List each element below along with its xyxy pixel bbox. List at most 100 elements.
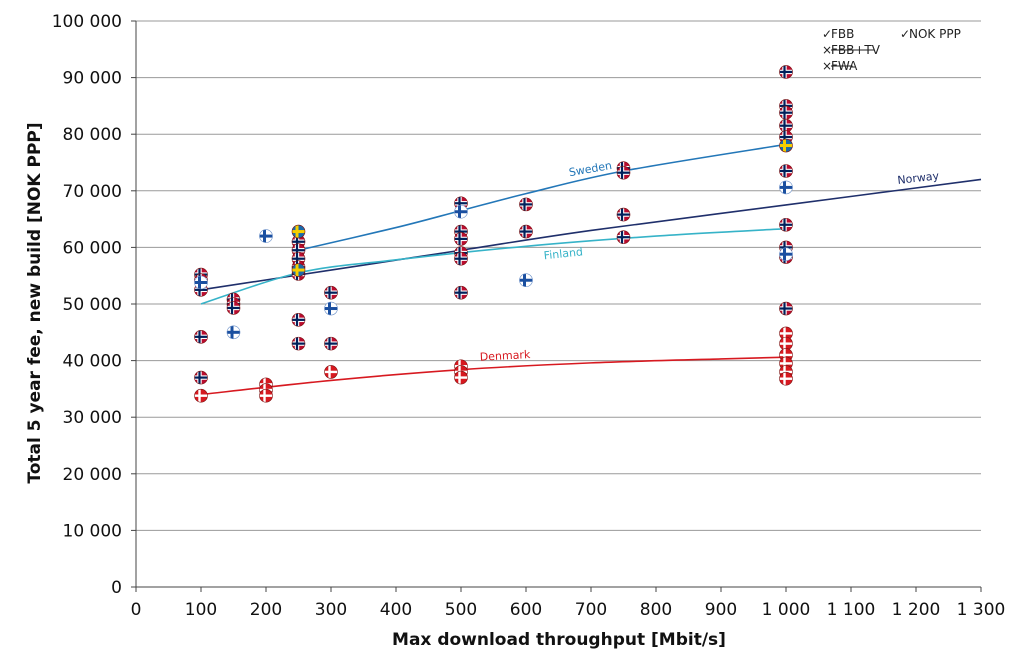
data-point	[779, 371, 793, 386]
denmark-flag-icon	[779, 371, 793, 386]
finland-flag-icon	[324, 301, 338, 316]
series-sweden	[291, 138, 793, 277]
data-point	[291, 313, 306, 327]
trend-label-sweden: Sweden	[568, 159, 613, 179]
data-point	[519, 224, 533, 239]
x-tick-label: 100	[185, 600, 217, 620]
x-tick-label: 1 200	[892, 600, 941, 620]
legend-item: ✓FBB	[822, 27, 854, 41]
x-tick-label: 400	[380, 600, 412, 620]
norway-flag-icon	[194, 330, 208, 344]
data-point	[454, 232, 468, 246]
x-tick-label: 300	[315, 600, 347, 620]
data-point	[454, 285, 468, 300]
data-point	[779, 65, 793, 79]
data-point	[779, 247, 793, 261]
norway-flag-icon	[779, 217, 793, 232]
y-tick-label: 60 000	[63, 238, 122, 258]
denmark-flag-icon	[454, 370, 468, 385]
data-point	[194, 330, 208, 344]
data-point	[779, 180, 793, 195]
x-tick-label: 1 100	[827, 600, 876, 620]
trend-line-finland	[200, 227, 787, 305]
norway-flag-icon	[454, 232, 468, 246]
legend-item: ×FWA	[822, 59, 858, 73]
y-tick-label: 80 000	[63, 125, 122, 145]
finland-flag-icon	[779, 247, 793, 261]
norway-flag-icon	[779, 65, 793, 79]
data-point	[616, 165, 631, 180]
data-point	[324, 301, 338, 316]
denmark-flag-icon	[259, 388, 273, 403]
x-tick-label: 1 000	[762, 600, 811, 620]
norway-flag-icon	[324, 336, 338, 351]
data-point	[259, 388, 273, 403]
norway-flag-icon	[454, 251, 468, 266]
data-point	[519, 273, 533, 288]
finland-flag-icon	[194, 275, 208, 290]
finland-flag-icon	[454, 204, 468, 219]
norway-flag-icon	[324, 285, 338, 300]
data-point	[779, 301, 793, 316]
data-point	[616, 207, 631, 222]
data-point	[779, 326, 793, 341]
data-point	[259, 229, 273, 243]
data-point	[779, 105, 793, 120]
finland-flag-icon	[779, 180, 793, 195]
data-point	[454, 251, 468, 266]
data-point	[779, 118, 793, 133]
y-tick-label: 70 000	[63, 182, 122, 202]
trend-line-denmark	[200, 356, 787, 396]
data-point	[779, 164, 793, 178]
data-point	[226, 301, 241, 315]
finland-flag-icon	[519, 273, 533, 288]
legend-label: NOK PPP	[909, 27, 961, 41]
data-point	[194, 388, 208, 403]
legend-item: ✓NOK PPP	[900, 27, 961, 41]
cross-icon: ×	[822, 59, 832, 73]
norway-flag-icon	[454, 285, 468, 300]
data-point	[194, 370, 208, 385]
denmark-flag-icon	[194, 388, 208, 403]
norway-flag-icon	[226, 301, 241, 315]
sweden-flag-icon	[291, 263, 306, 277]
norway-flag-icon	[616, 165, 631, 180]
norway-flag-icon	[779, 118, 793, 133]
y-tick-label: 30 000	[63, 408, 122, 428]
data-point	[779, 138, 793, 153]
x-tick-label: 500	[445, 600, 477, 620]
trend-line-norway	[200, 178, 982, 291]
trend-label-denmark: Denmark	[479, 348, 531, 364]
norway-flag-icon	[616, 207, 631, 222]
series-norway	[194, 65, 793, 385]
data-point	[291, 263, 306, 277]
x-tick-label: 700	[575, 600, 607, 620]
y-tick-label: 20 000	[63, 465, 122, 485]
x-tick-label: 900	[705, 600, 737, 620]
norway-flag-icon	[291, 336, 306, 351]
sweden-flag-icon	[779, 138, 793, 153]
check-icon: ✓	[822, 27, 832, 41]
norway-flag-icon	[779, 164, 793, 178]
trend-line-sweden	[298, 143, 787, 252]
finland-flag-icon	[226, 325, 241, 340]
y-tick-label: 40 000	[63, 352, 122, 372]
norway-flag-icon	[291, 313, 306, 327]
y-tick-label: 100 000	[52, 12, 122, 32]
x-axis-title: Max download throughput [Mbit/s]	[392, 630, 726, 650]
x-tick-label: 200	[250, 600, 282, 620]
data-point	[616, 230, 631, 245]
norway-flag-icon	[779, 105, 793, 120]
data-point	[291, 336, 306, 351]
series-denmark	[194, 326, 793, 403]
data-point	[324, 285, 338, 300]
grid-layer	[136, 20, 981, 588]
trend-label-finland: Finland	[543, 245, 583, 262]
norway-flag-icon	[194, 370, 208, 385]
y-tick-label: 50 000	[63, 295, 122, 315]
x-tick-label: 0	[131, 600, 142, 620]
series-finland	[194, 180, 793, 340]
points-layer	[194, 65, 793, 403]
